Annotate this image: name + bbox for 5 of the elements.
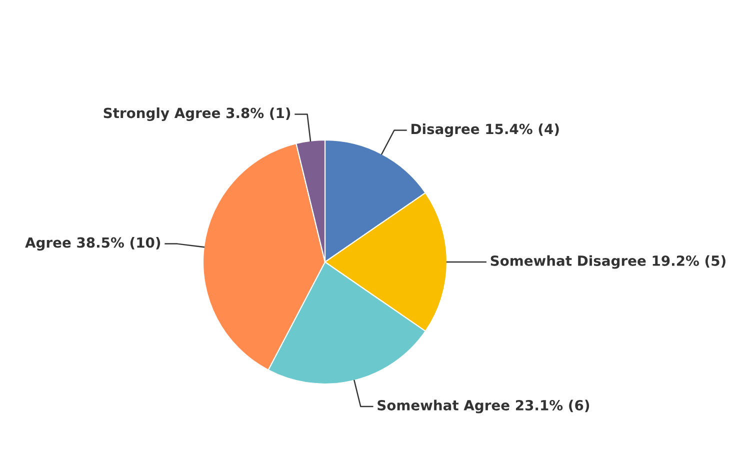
- slice-label: Somewhat Agree 23.1% (6): [378, 400, 590, 414]
- slice-label: Agree 38.5% (10): [25, 237, 160, 251]
- slice-label: Disagree 15.4% (4): [412, 123, 559, 138]
- slice-label: Strongly Agree 3.8% (1): [104, 107, 290, 121]
- slice-label: Somewhat Disagree 19.2% (5): [490, 255, 726, 269]
